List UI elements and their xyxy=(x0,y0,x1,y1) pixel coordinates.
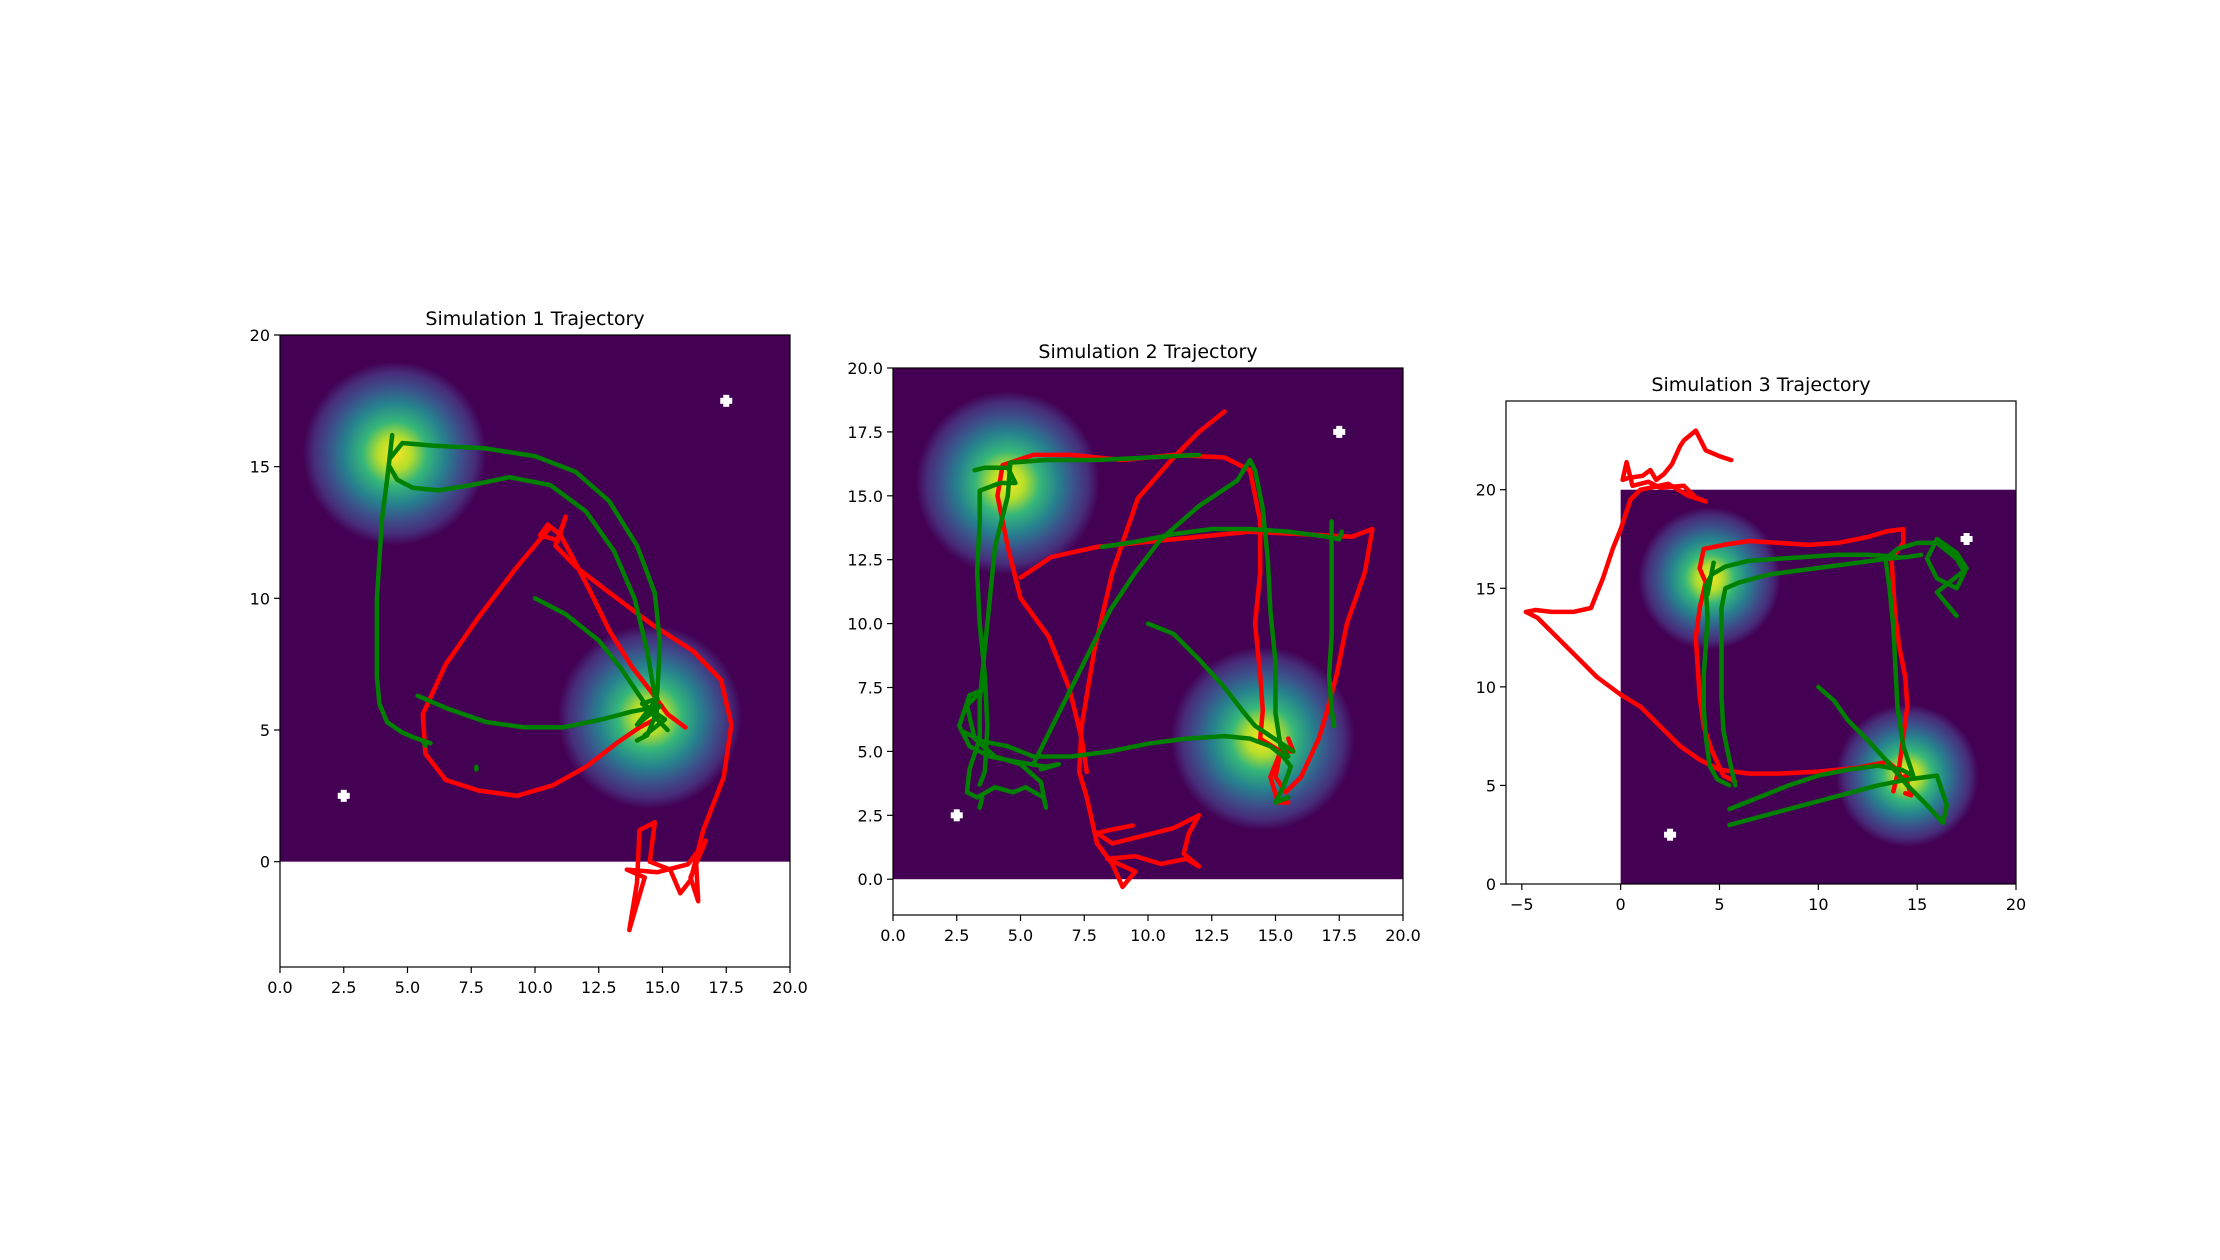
x-tick-label: 7.5 xyxy=(1072,926,1097,945)
x-tick-label: 0 xyxy=(1616,895,1626,914)
green-trajectory-8 xyxy=(420,738,428,749)
y-tick-label: 15 xyxy=(1476,579,1496,598)
red-trajectory-3 xyxy=(1018,526,1375,795)
x-tick-label: 0.0 xyxy=(880,926,905,945)
green-trajectory-10 xyxy=(1145,621,1296,754)
x-tick-label: 10 xyxy=(1808,895,1828,914)
y-tick-label: 15 xyxy=(250,458,270,477)
target-marker xyxy=(1960,533,1973,545)
target-marker xyxy=(720,394,733,407)
y-tick-label: 10.0 xyxy=(847,615,883,634)
x-tick-label: 17.5 xyxy=(1321,926,1357,945)
green-trajectory-5 xyxy=(959,728,1294,805)
green-trajectory-5 xyxy=(1701,552,1900,788)
green-trajectory-8 xyxy=(1099,526,1345,550)
x-tick-label: 17.5 xyxy=(708,978,744,997)
axes-frame xyxy=(1505,400,2017,885)
target-marker xyxy=(1333,425,1346,438)
green-trajectory-6 xyxy=(415,693,668,738)
x-tick-label: 5.0 xyxy=(395,978,420,997)
green-trajectory-9 xyxy=(1326,519,1337,729)
x-tick-label: 7.5 xyxy=(459,978,484,997)
x-tick-label: 20.0 xyxy=(772,978,808,997)
green-trajectory-6 xyxy=(972,465,1018,787)
x-tick-label: 12.5 xyxy=(1194,926,1230,945)
green-trajectory-3 xyxy=(1727,684,1950,828)
x-tick-label: 5.0 xyxy=(1008,926,1033,945)
red-trajectory-2 xyxy=(420,524,658,799)
chart-title: Simulation 3 Trajectory xyxy=(1651,374,1870,396)
green-trajectory-5 xyxy=(387,464,660,720)
x-tick-label: 10.0 xyxy=(517,978,553,997)
red-trajectory-1 xyxy=(1523,428,1914,798)
plot-area xyxy=(1523,428,2016,884)
y-tick-label: 5.0 xyxy=(858,742,883,761)
y-tick-label: 10 xyxy=(1476,678,1496,697)
y-tick-label: 5 xyxy=(1486,776,1496,795)
y-tick-label: 10 xyxy=(250,589,270,608)
target-marker xyxy=(1664,828,1677,841)
x-tick-label: 2.5 xyxy=(331,978,356,997)
x-tick-label: 15.0 xyxy=(645,978,681,997)
red-trajectory-1 xyxy=(1076,409,1227,890)
y-tick-label: 0 xyxy=(1486,875,1496,894)
green-trajectory-3 xyxy=(374,432,433,746)
y-tick-label: 0.0 xyxy=(858,870,883,889)
green-trajectory-7 xyxy=(1031,457,1291,767)
x-tick-label: 0.0 xyxy=(267,978,292,997)
chart-title: Simulation 2 Trajectory xyxy=(1038,341,1257,363)
plot-area xyxy=(893,368,1403,890)
y-tick-label: 20 xyxy=(1476,481,1496,500)
x-tick-label: 5 xyxy=(1714,895,1724,914)
subplot-1: 0.0 2.5 5.0 7.5 10.0 12.5 15.0 17.5 20.0 0 5 10 15 20… xyxy=(250,308,808,997)
x-tick-label: 15 xyxy=(1907,895,1927,914)
y-tick-label: 17.5 xyxy=(847,423,883,442)
plot-area xyxy=(280,335,790,933)
y-tick-label: 20 xyxy=(250,326,270,345)
green-trajectory-7 xyxy=(532,596,670,733)
y-tick-label: 7.5 xyxy=(858,679,883,698)
y-tick-label: 12.5 xyxy=(847,551,883,570)
y-tick-label: 15.0 xyxy=(847,487,883,506)
target-marker xyxy=(950,809,963,822)
x-tick-label: −5 xyxy=(1510,895,1534,914)
y-tick-label: 0 xyxy=(260,853,270,872)
x-tick-label: 20.0 xyxy=(1385,926,1421,945)
y-tick-label: 5 xyxy=(260,721,270,740)
red-trajectory-2 xyxy=(1693,526,1910,794)
chart-title: Simulation 1 Trajectory xyxy=(425,308,644,330)
x-tick-label: 20 xyxy=(2006,895,2026,914)
red-trajectory-1 xyxy=(537,514,734,933)
y-tick-label: 2.5 xyxy=(858,806,883,825)
green-trajectory-4 xyxy=(957,452,1202,810)
x-tick-label: 2.5 xyxy=(944,926,969,945)
y-tick-label: 20.0 xyxy=(847,359,883,378)
subplot-3: −5 0 5 10 15 20 0 5 10 15 20 Simulation 3 Trajector… xyxy=(1476,374,2027,914)
subplot-2: 0.0 2.5 5.0 7.5 10.0 12.5 15.0 17.5 20.0 0.0 2.5 5.… xyxy=(847,341,1420,945)
green-trajectory-6 xyxy=(1719,552,1924,788)
green-trajectory-7 xyxy=(1705,560,1716,597)
x-tick-label: 10.0 xyxy=(1130,926,1166,945)
x-tick-label: 15.0 xyxy=(1258,926,1294,945)
green-trajectory-11 xyxy=(977,795,985,810)
x-tick-label: 12.5 xyxy=(581,978,617,997)
target-marker xyxy=(337,789,350,802)
